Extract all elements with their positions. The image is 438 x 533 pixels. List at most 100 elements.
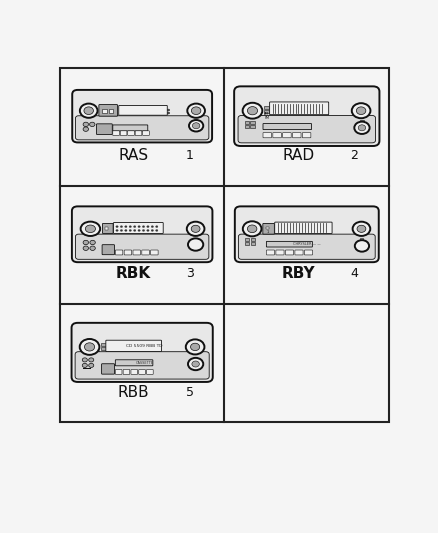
FancyBboxPatch shape — [123, 369, 130, 374]
FancyBboxPatch shape — [147, 369, 153, 374]
Circle shape — [151, 230, 154, 231]
Circle shape — [83, 127, 88, 131]
Circle shape — [125, 230, 127, 231]
Circle shape — [120, 230, 123, 231]
Circle shape — [85, 343, 95, 351]
FancyBboxPatch shape — [266, 250, 275, 255]
Circle shape — [186, 340, 205, 354]
FancyBboxPatch shape — [102, 223, 113, 233]
Circle shape — [82, 364, 87, 367]
FancyBboxPatch shape — [235, 206, 379, 262]
Bar — [245, 125, 249, 128]
Circle shape — [129, 225, 131, 228]
Circle shape — [155, 225, 158, 228]
Bar — [250, 125, 254, 128]
FancyBboxPatch shape — [143, 131, 149, 135]
FancyBboxPatch shape — [302, 133, 311, 138]
Text: 5: 5 — [186, 385, 194, 399]
Text: 1: 1 — [266, 230, 268, 234]
Bar — [245, 120, 249, 124]
FancyBboxPatch shape — [270, 102, 328, 115]
Text: RBY: RBY — [282, 266, 315, 281]
FancyBboxPatch shape — [266, 241, 312, 247]
FancyBboxPatch shape — [115, 369, 122, 374]
FancyBboxPatch shape — [72, 206, 212, 262]
FancyBboxPatch shape — [102, 245, 114, 255]
Bar — [245, 238, 249, 241]
Bar — [105, 227, 108, 230]
Circle shape — [88, 358, 94, 362]
FancyBboxPatch shape — [263, 124, 311, 130]
FancyBboxPatch shape — [283, 133, 291, 138]
Text: RBK: RBK — [116, 266, 151, 281]
Text: 3: 3 — [186, 268, 194, 280]
FancyBboxPatch shape — [151, 250, 158, 255]
FancyBboxPatch shape — [234, 86, 379, 146]
Circle shape — [147, 225, 149, 228]
FancyBboxPatch shape — [113, 131, 120, 135]
Circle shape — [243, 103, 262, 119]
Text: CHRYSLER — —: CHRYSLER — — — [293, 242, 321, 246]
FancyBboxPatch shape — [124, 250, 132, 255]
FancyBboxPatch shape — [120, 131, 127, 135]
Circle shape — [90, 240, 95, 245]
FancyBboxPatch shape — [71, 323, 213, 382]
Circle shape — [89, 122, 95, 126]
FancyBboxPatch shape — [273, 133, 281, 138]
Bar — [102, 347, 106, 350]
Text: AM
FM: AM FM — [265, 112, 270, 120]
Bar — [360, 124, 364, 127]
Bar — [245, 242, 249, 245]
Text: 1: 1 — [186, 149, 194, 163]
Circle shape — [191, 107, 201, 115]
Ellipse shape — [81, 222, 100, 236]
Text: CD 5509 RBB TD: CD 5509 RBB TD — [126, 344, 162, 348]
FancyBboxPatch shape — [115, 360, 153, 366]
FancyBboxPatch shape — [276, 250, 284, 255]
Circle shape — [142, 230, 145, 231]
FancyBboxPatch shape — [75, 352, 209, 379]
Circle shape — [116, 230, 118, 231]
Circle shape — [353, 222, 370, 236]
Circle shape — [188, 238, 203, 251]
Bar — [102, 343, 106, 345]
Circle shape — [167, 112, 170, 114]
Circle shape — [83, 240, 88, 245]
Circle shape — [90, 246, 95, 251]
Circle shape — [134, 225, 136, 228]
Circle shape — [83, 246, 88, 251]
FancyBboxPatch shape — [135, 131, 142, 135]
Circle shape — [82, 358, 87, 362]
Bar — [250, 120, 254, 124]
Circle shape — [138, 225, 140, 228]
FancyBboxPatch shape — [102, 364, 114, 374]
Circle shape — [155, 230, 158, 231]
Bar — [265, 106, 269, 109]
Text: 1: 1 — [98, 350, 100, 353]
Bar — [60, 68, 389, 422]
Text: RAS: RAS — [119, 148, 149, 163]
Circle shape — [357, 107, 366, 115]
Circle shape — [116, 225, 118, 228]
Circle shape — [125, 225, 127, 228]
Circle shape — [247, 225, 257, 232]
FancyBboxPatch shape — [286, 250, 293, 255]
Bar — [266, 228, 269, 230]
Bar — [360, 238, 364, 240]
Bar — [360, 241, 364, 244]
Circle shape — [83, 122, 88, 126]
Circle shape — [357, 225, 366, 232]
FancyBboxPatch shape — [119, 106, 167, 115]
Bar — [109, 109, 113, 113]
Circle shape — [147, 230, 149, 231]
Ellipse shape — [85, 225, 95, 232]
FancyBboxPatch shape — [133, 250, 141, 255]
Bar — [102, 109, 106, 113]
Circle shape — [80, 339, 99, 355]
Circle shape — [187, 103, 205, 118]
Text: 4: 4 — [350, 268, 358, 280]
Circle shape — [352, 103, 371, 118]
Circle shape — [120, 225, 123, 228]
Circle shape — [192, 361, 199, 367]
Circle shape — [134, 230, 136, 231]
